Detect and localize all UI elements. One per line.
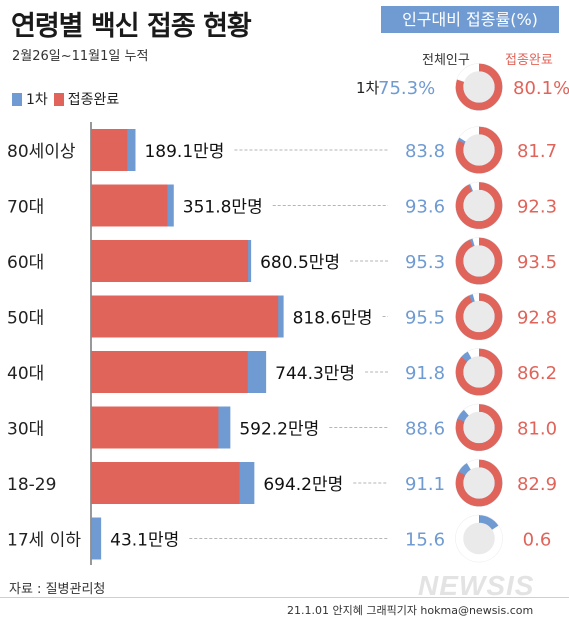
legend: 1차 접종완료 (12, 89, 125, 109)
legend-swatch-first (12, 92, 22, 106)
donut-complete-arc (455, 404, 503, 451)
bar-complete (91, 462, 240, 504)
complete-rate: 86.2 (517, 363, 557, 384)
newsis-watermark: NEWSIS (418, 570, 535, 601)
donut-complete-arc (455, 293, 503, 340)
donut-complete-arc (455, 515, 503, 562)
legend-item-first: 1차 (12, 89, 48, 109)
bar-value-label: 744.3만명 (275, 364, 355, 384)
legend-item-complete: 접종완료 (53, 89, 120, 109)
bar-value-label: 43.1만명 (110, 531, 179, 551)
complete-rate: 0.6 (523, 530, 552, 551)
rate-badge: 인구대비 접종률(%) (381, 6, 559, 33)
bar-complete (91, 129, 128, 171)
page-title: 연령별 백신 접종 현황 (11, 11, 252, 42)
overall-donut-complete-arc (455, 63, 503, 111)
donut-complete-arc (455, 182, 503, 229)
bar-complete (91, 351, 248, 393)
bar-complete (91, 295, 279, 338)
overall-first-rate: 75.3% (378, 78, 435, 99)
bar-value-label: 680.5만명 (260, 253, 340, 273)
first-dose-rate: 91.1 (405, 474, 445, 495)
legend-label-complete: 접종완료 (67, 92, 120, 108)
source-note: 자료 : 질병관리청 (9, 582, 106, 597)
complete-rate: 81.7 (517, 141, 557, 162)
footer-divider (0, 597, 569, 598)
first-dose-rate: 15.6 (405, 530, 445, 551)
bar-value-label: 189.1만명 (144, 142, 224, 162)
category-label: 60대 (7, 253, 44, 273)
complete-rate: 92.3 (517, 197, 557, 218)
category-label: 17세 이하 (7, 531, 81, 551)
donut-complete-arc (455, 459, 503, 507)
first-dose-rate: 83.8 (405, 141, 445, 162)
bar-value-label: 351.8만명 (183, 198, 263, 218)
overall-complete-rate: 80.1% (513, 78, 569, 99)
bar-complete (91, 184, 168, 227)
first-dose-rate: 91.8 (405, 363, 445, 384)
bar-value-label: 818.6만명 (293, 309, 373, 329)
complete-rate: 93.5 (517, 252, 557, 273)
category-label: 18-29 (7, 475, 56, 495)
bar-first-dose (91, 517, 102, 560)
first-dose-rate: 88.6 (405, 419, 445, 440)
date-range: 2월26일~11월1일 누적 (12, 49, 149, 64)
bar-value-label: 694.2만명 (263, 475, 343, 495)
bar-complete (91, 406, 219, 449)
legend-label-first: 1차 (26, 92, 48, 108)
bar-value-label: 592.2만명 (239, 420, 319, 440)
credit-line: 21.1.01 안지혜 그래픽기자 hokma@newsis.com (287, 604, 534, 617)
header-complete: 접종완료 (505, 53, 553, 68)
first-dose-rate: 95.3 (405, 252, 445, 273)
complete-rate: 92.8 (517, 308, 557, 329)
first-dose-rate: 95.5 (405, 308, 445, 329)
category-label: 30대 (7, 420, 44, 440)
category-label: 50대 (7, 309, 44, 329)
donut-complete-arc (455, 348, 503, 396)
complete-rate: 81.0 (517, 419, 557, 440)
bar-complete (91, 240, 249, 282)
complete-rate: 82.9 (517, 474, 557, 495)
first-dose-rate: 93.6 (405, 197, 445, 218)
category-label: 70대 (7, 198, 44, 218)
donut-complete-arc (455, 126, 503, 174)
header-population: 전체인구 (422, 53, 470, 68)
category-label: 80세이상 (7, 142, 76, 162)
overall-label: 1차 (356, 79, 380, 97)
category-label: 40대 (7, 364, 44, 384)
legend-swatch-complete (53, 92, 64, 106)
donut-complete-arc (455, 237, 503, 285)
